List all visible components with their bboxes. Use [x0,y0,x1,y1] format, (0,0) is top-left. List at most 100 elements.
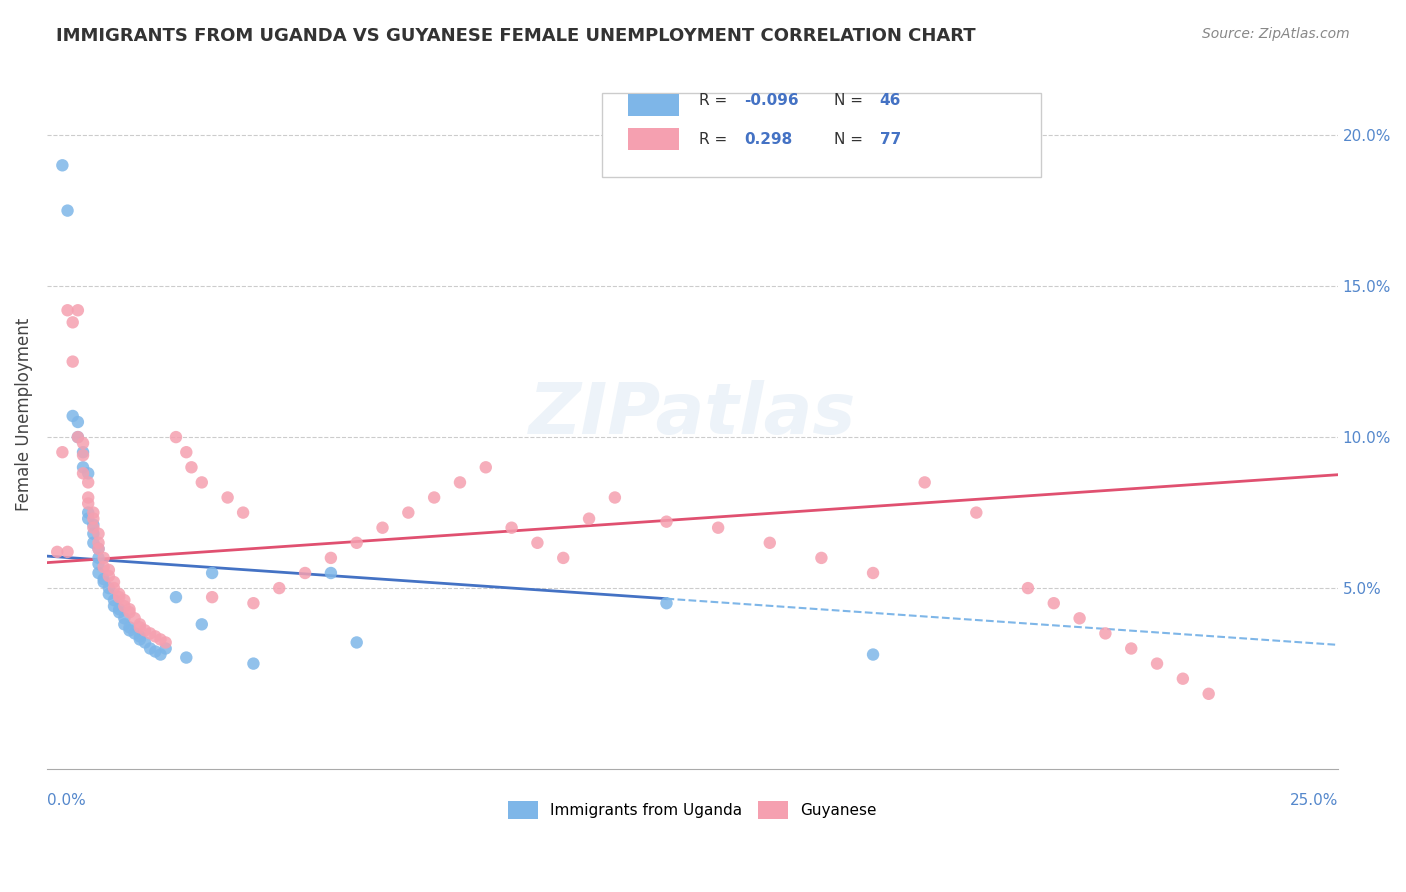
Point [201,566,224,580]
Point [396,506,419,520]
Point [914,475,936,490]
Point [97,587,120,601]
Point [862,648,884,662]
Point [176,445,198,459]
Point [82,511,104,525]
Point [1069,611,1091,625]
Point [242,657,264,671]
Point [553,550,575,565]
Point [191,617,214,632]
Point [97,563,120,577]
Point [180,460,202,475]
Point [1017,581,1039,595]
Text: 0.0%: 0.0% [46,794,86,808]
Point [87,526,110,541]
Point [655,515,678,529]
Text: N =: N = [834,132,868,146]
FancyBboxPatch shape [628,94,679,116]
Point [810,550,832,565]
Point [87,566,110,580]
Point [134,624,156,638]
Point [118,602,141,616]
Point [707,521,730,535]
Point [191,475,214,490]
Point [51,445,73,459]
Point [128,617,150,632]
Point [72,467,94,481]
Point [128,629,150,643]
Point [319,566,342,580]
Point [66,430,89,444]
Point [371,521,394,535]
Point [87,541,110,556]
Point [139,626,162,640]
Point [108,605,131,619]
Point [346,536,368,550]
Point [149,648,172,662]
Point [97,581,120,595]
Point [155,641,177,656]
Point [1171,672,1194,686]
Point [118,605,141,619]
Point [155,635,177,649]
Point [149,632,172,647]
Point [242,596,264,610]
Point [82,536,104,550]
Point [578,511,600,525]
Point [103,593,125,607]
Text: 46: 46 [880,94,901,108]
Point [103,575,125,590]
Point [1121,641,1143,656]
Point [1042,596,1064,610]
Text: N =: N = [834,94,868,108]
Point [143,644,166,658]
Point [1198,687,1220,701]
Text: IMMIGRANTS FROM UGANDA VS GUYANESE FEMALE UNEMPLOYMENT CORRELATION CHART: IMMIGRANTS FROM UGANDA VS GUYANESE FEMAL… [56,27,976,45]
Point [118,624,141,638]
Point [346,635,368,649]
Point [62,409,84,423]
Legend: Immigrants from Uganda, Guyanese: Immigrants from Uganda, Guyanese [502,795,883,825]
Point [112,611,135,625]
Text: 77: 77 [880,132,901,146]
Text: 0.298: 0.298 [744,132,792,146]
Point [103,599,125,614]
Point [449,475,471,490]
Point [1094,626,1116,640]
Point [93,550,115,565]
Text: -0.096: -0.096 [744,94,799,108]
Point [103,581,125,595]
Point [77,511,100,525]
Point [217,491,239,505]
Point [87,550,110,565]
Point [758,536,780,550]
Point [82,521,104,535]
Text: Source: ZipAtlas.com: Source: ZipAtlas.com [1202,27,1350,41]
Point [93,575,115,590]
Point [603,491,626,505]
Point [87,557,110,571]
Point [77,506,100,520]
Point [93,572,115,586]
Point [93,560,115,574]
Point [128,620,150,634]
Point [82,517,104,532]
Point [66,430,89,444]
Point [134,635,156,649]
Point [66,303,89,318]
Point [108,587,131,601]
Point [124,626,146,640]
Point [112,593,135,607]
Point [108,602,131,616]
Point [118,620,141,634]
Point [97,569,120,583]
Point [655,596,678,610]
Point [72,448,94,462]
Text: ZIPatlas: ZIPatlas [529,380,856,449]
Point [423,491,446,505]
Point [139,641,162,656]
Point [56,545,79,559]
Point [165,590,187,604]
FancyBboxPatch shape [602,93,1040,177]
Point [201,590,224,604]
